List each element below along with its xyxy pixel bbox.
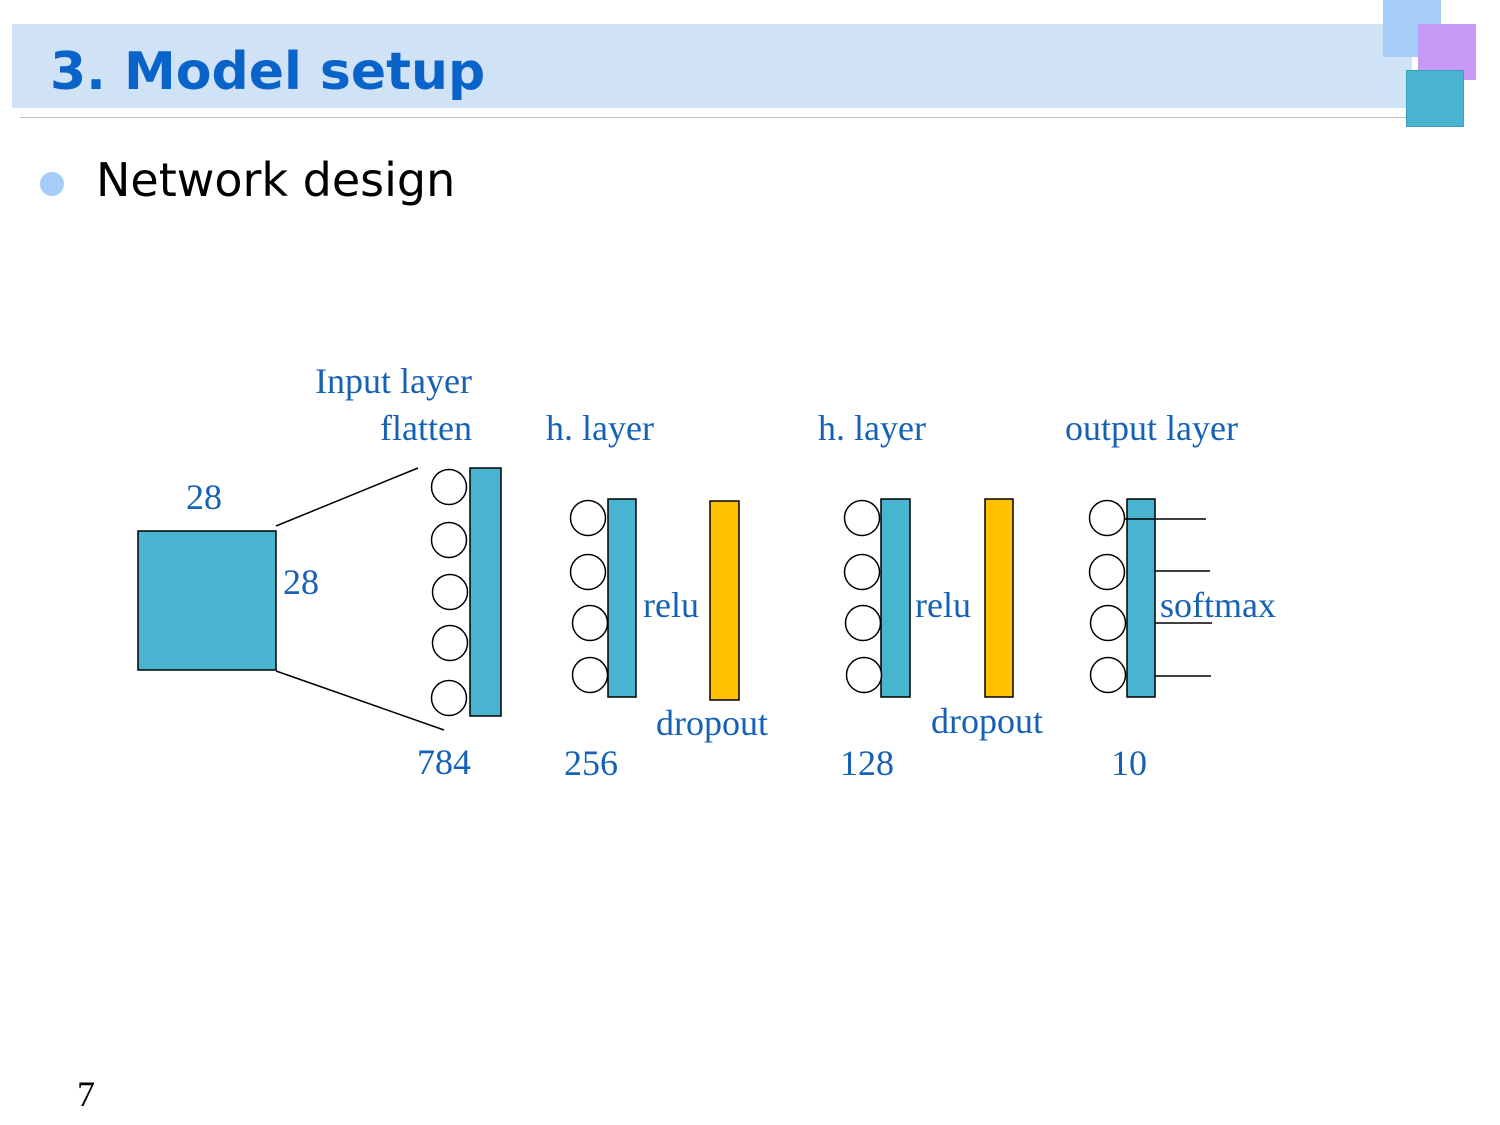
dropout-2-bar	[984, 498, 1014, 698]
output-neuron	[1089, 656, 1127, 694]
flatten-line-bottom	[275, 670, 445, 731]
hidden-layer-2-title: h. layer	[818, 408, 926, 448]
input-layer-subtitle: flatten	[380, 408, 472, 448]
input-image-square	[137, 530, 277, 671]
output-layer-title: output layer	[1065, 408, 1238, 448]
dropout-label-2: dropout	[931, 701, 1043, 741]
input-neuron	[431, 624, 469, 662]
input-layer-title: Input layer	[315, 361, 472, 401]
slide-title: 3. Model setup	[50, 42, 486, 102]
flatten-line-top	[275, 467, 419, 527]
input-neuron	[431, 573, 469, 611]
relu-label-2: relu	[915, 585, 971, 625]
hidden-layer-2-bar	[880, 498, 911, 698]
image-width-label: 28	[186, 477, 222, 517]
input-units-label: 784	[417, 742, 471, 782]
hidden-2-neuron	[845, 656, 883, 694]
hidden-1-units-label: 256	[564, 743, 618, 783]
bullet-icon	[40, 172, 64, 196]
relu-label-1: relu	[643, 585, 699, 625]
output-neuron	[1089, 604, 1127, 642]
hidden-1-neuron	[571, 656, 609, 694]
hidden-1-neuron	[571, 604, 609, 642]
input-neuron	[430, 468, 468, 506]
hidden-1-neuron	[569, 553, 607, 591]
hidden-1-neuron	[569, 499, 607, 537]
softmax-label: softmax	[1160, 585, 1276, 625]
output-units-label: 10	[1111, 743, 1147, 783]
bullet-text: Network design	[96, 153, 456, 207]
hidden-2-neuron	[844, 604, 882, 642]
output-neuron	[1088, 553, 1126, 591]
input-layer-bar	[469, 467, 502, 717]
output-layer-bar	[1126, 498, 1156, 698]
hidden-2-units-label: 128	[840, 743, 894, 783]
title-divider	[20, 117, 1415, 118]
dropout-1-bar	[709, 500, 740, 701]
input-neuron	[430, 521, 468, 559]
input-neuron	[430, 679, 468, 717]
title-band	[12, 24, 1412, 108]
decorative-square-teal	[1406, 70, 1464, 127]
hidden-layer-1-title: h. layer	[546, 408, 654, 448]
hidden-2-neuron	[843, 553, 881, 591]
image-height-label: 28	[283, 562, 319, 602]
output-neuron	[1088, 499, 1126, 537]
dropout-label-1: dropout	[656, 703, 768, 743]
hidden-layer-1-bar	[607, 498, 637, 698]
page-number: 7	[77, 1074, 95, 1114]
hidden-2-neuron	[843, 499, 881, 537]
